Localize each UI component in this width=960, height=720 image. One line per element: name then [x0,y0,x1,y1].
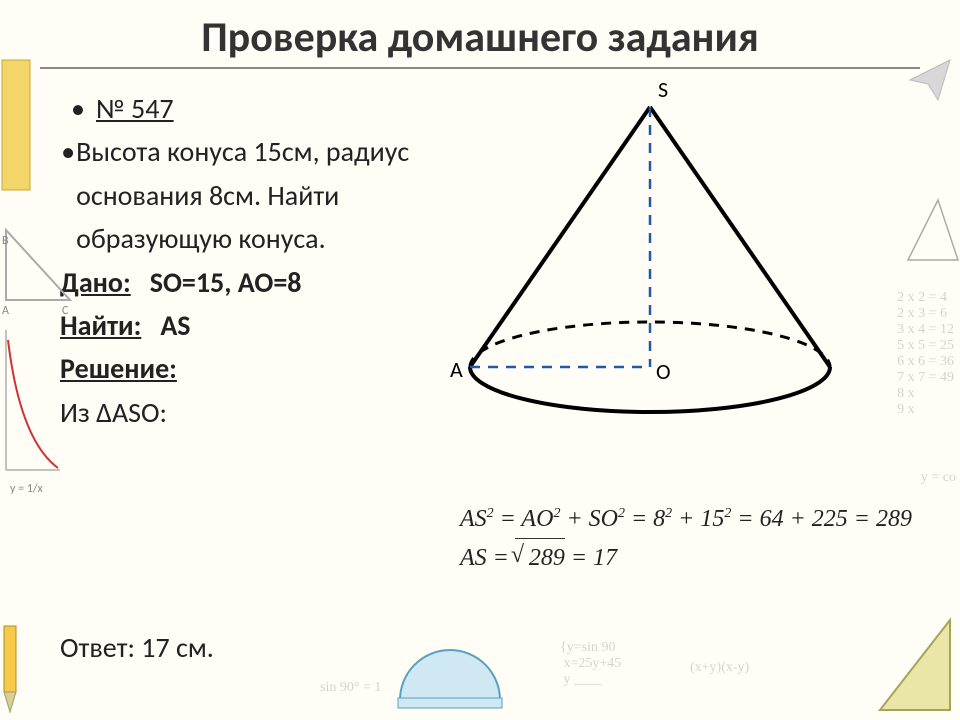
vertex-label-S: S [658,76,668,103]
decor-yco: y = co [921,470,956,486]
decor-formula-xy: (x+y)(x-y) [690,660,749,676]
equations: AS2 = AO2 + SO2 = 82 + 152 = 64 + 225 = … [460,500,912,578]
svg-text:y = 1/x: y = 1/x [10,482,44,496]
decor-formula-braces: {y=sin 90 x=25y+45 y ____ [560,640,621,688]
figure-area: S A O [460,87,912,434]
equation-line-2: AS = 289 = 17 [460,538,912,577]
given-value: SO=15, AO=8 [150,265,302,300]
decor-sin: sin 90° = 1 [320,680,381,696]
content-area: • № 547 • Высота конуса 15см, радиус осн… [60,87,912,434]
problem-statement: Высота конуса 15см, радиус основания 8см… [76,130,460,260]
answer: Ответ: 17 см. [60,630,214,665]
solution-label: Решение: [60,351,177,386]
vertex-label-O: O [656,358,671,385]
bullet-icon: • [60,87,96,130]
problem-number: № 547 [96,87,174,130]
equation-line-1: AS2 = AO2 + SO2 = 82 + 152 = 64 + 225 = … [460,500,912,538]
svg-text:A: A [2,304,9,318]
cone-diagram: S A O [420,67,880,437]
vertex-label-A: A [450,356,463,383]
problem-text: • № 547 • Высота конуса 15см, радиус осн… [60,87,460,434]
page-title: Проверка домашнего задания [40,0,920,69]
find-label: Найти: [60,308,141,343]
find-value: AS [160,308,190,343]
bullet-icon: • [60,130,76,173]
given-label: Дано: [60,265,131,300]
solution-line: Из ΔASO: [60,391,460,434]
svg-text:B: B [2,234,9,248]
